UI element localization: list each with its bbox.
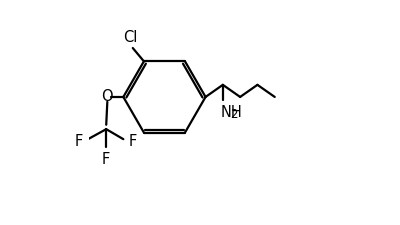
Text: F: F bbox=[75, 134, 83, 149]
Text: F: F bbox=[128, 134, 137, 149]
Text: Cl: Cl bbox=[123, 30, 138, 45]
Text: O: O bbox=[102, 90, 113, 104]
Text: NH: NH bbox=[220, 105, 242, 120]
Text: 2: 2 bbox=[230, 108, 238, 121]
Text: F: F bbox=[102, 153, 110, 167]
